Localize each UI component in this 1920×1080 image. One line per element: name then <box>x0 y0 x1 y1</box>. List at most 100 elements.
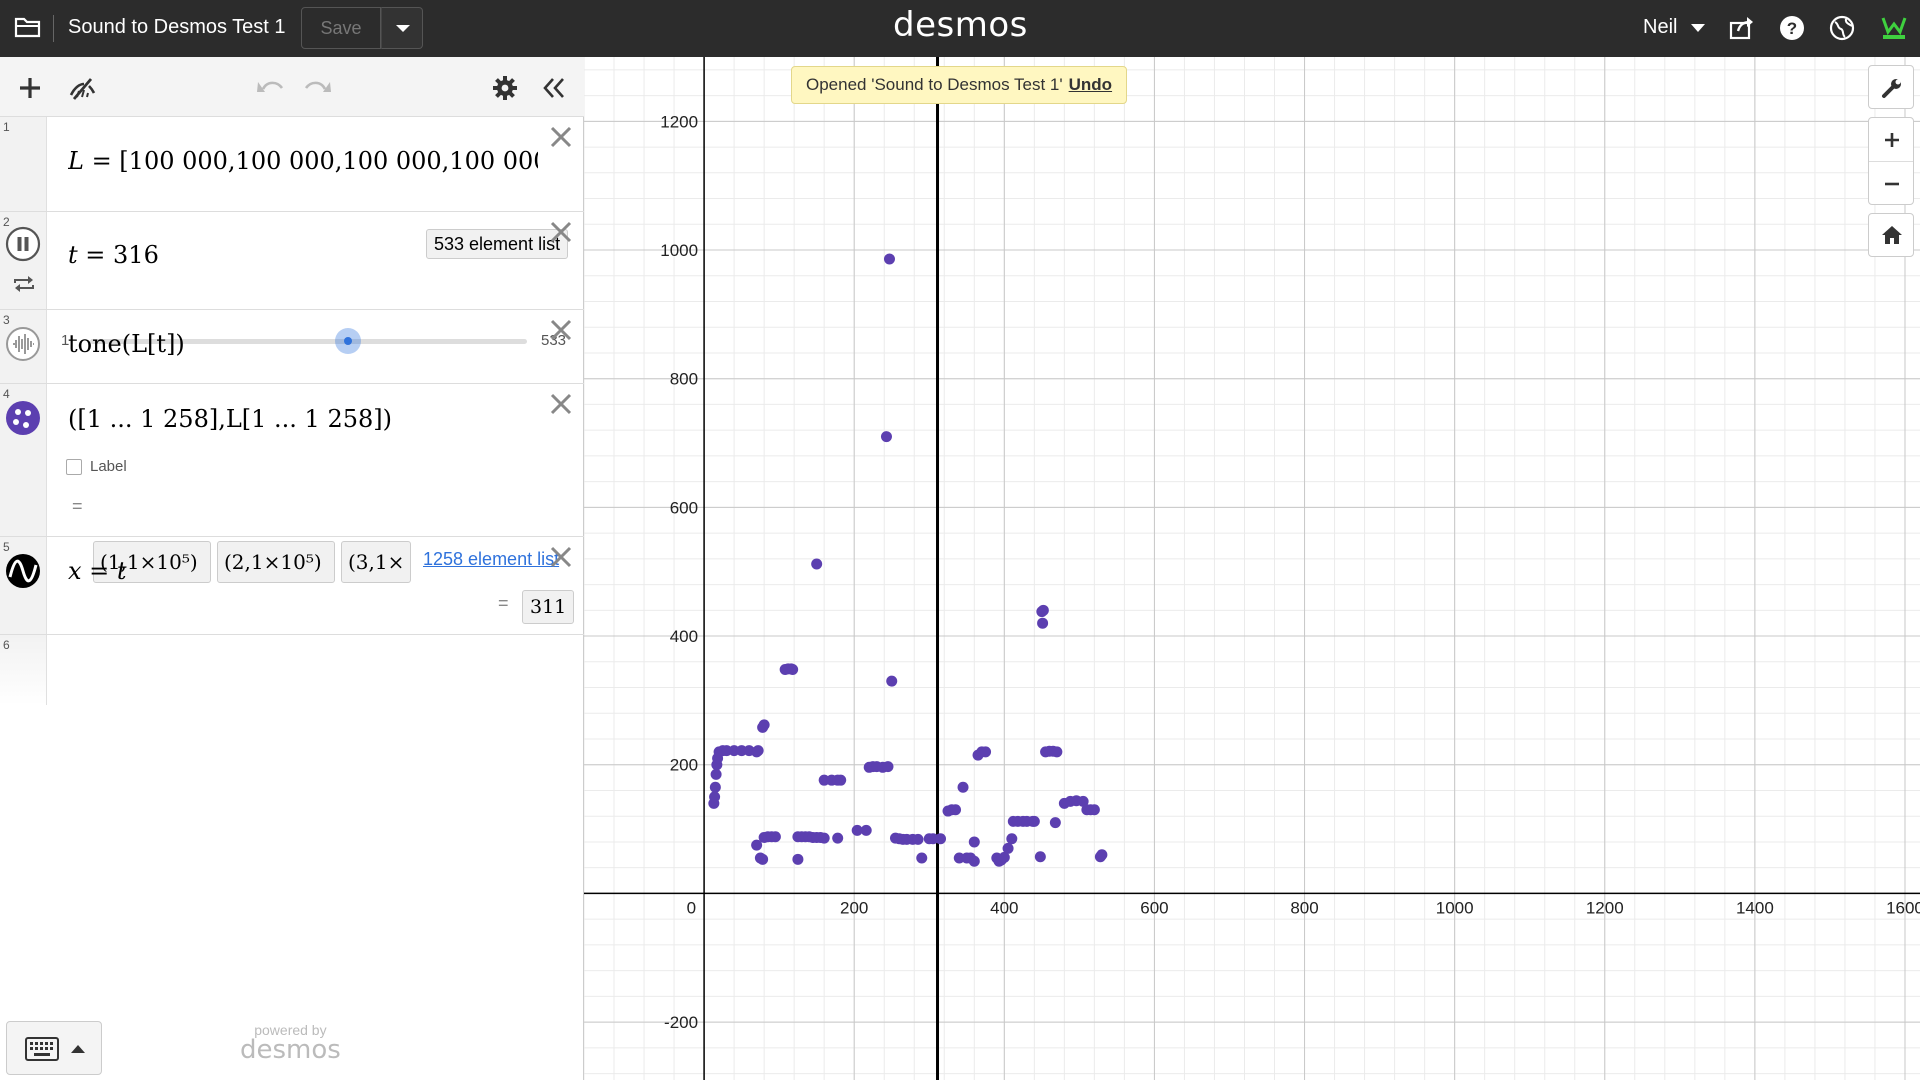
data-point <box>1096 849 1108 861</box>
graph-settings-button[interactable] <box>1868 65 1914 109</box>
expression-gutter: 3 <box>0 310 47 383</box>
expression-toolbar <box>0 57 584 117</box>
pause-icon[interactable] <box>5 226 41 262</box>
close-icon[interactable] <box>547 390 575 418</box>
close-icon[interactable] <box>547 218 575 246</box>
help-icon[interactable]: ? <box>1778 14 1806 42</box>
undo-icon[interactable] <box>255 73 285 103</box>
line-style-icon[interactable] <box>5 553 41 589</box>
list-item[interactable]: (1,1×10⁵) <box>93 541 211 583</box>
graph-canvas[interactable]: 0 200 400 600 800 1000 1200 1400 1600 1200 1000 800… <box>584 57 1920 1080</box>
redo-icon[interactable] <box>303 73 333 103</box>
folder-icon[interactable] <box>14 14 42 40</box>
element-list-link[interactable]: 1258 element list <box>423 549 560 569</box>
home-button[interactable] <box>1868 213 1914 257</box>
add-icon[interactable] <box>15 73 45 103</box>
x-tick-label: 400 <box>990 898 1018 917</box>
graph-title[interactable]: Sound to Desmos Test 1 <box>68 16 286 38</box>
keyboard-toggle-button[interactable] <box>6 1021 102 1075</box>
expression-number: 1 <box>3 120 10 134</box>
x-tick-label: 600 <box>1140 898 1168 917</box>
keyboard-icon <box>25 1037 59 1061</box>
expression-panel: 1 L = [100 000,100 000,100 000,100 000,1… <box>0 57 584 1080</box>
zoom-out-icon[interactable] <box>1882 174 1902 194</box>
close-icon[interactable] <box>547 123 575 151</box>
expression-gutter: 1 <box>0 117 47 211</box>
slider-min[interactable]: 1 <box>61 332 70 349</box>
list-item[interactable]: (3,1× <box>341 541 411 583</box>
data-point <box>1088 804 1100 816</box>
data-point <box>916 852 928 864</box>
data-point <box>752 745 764 757</box>
expression-row-3[interactable]: 3 tone(L[t]) <box>0 310 584 384</box>
data-point <box>757 853 769 865</box>
data-point <box>787 664 799 676</box>
data-point <box>998 851 1010 863</box>
zoom-divider <box>1869 161 1913 162</box>
data-point <box>935 833 947 845</box>
y-tick-label: 1200 <box>660 112 698 131</box>
data-point <box>758 719 770 731</box>
data-point <box>1028 815 1040 827</box>
y-tick-label: 400 <box>670 627 698 646</box>
powered-by-logo: desmos <box>240 1035 341 1065</box>
toast-message: Opened 'Sound to Desmos Test 1' <box>806 75 1063 94</box>
home-icon <box>1882 226 1902 244</box>
data-point <box>835 774 847 786</box>
slider-track[interactable] <box>90 339 527 344</box>
data-point <box>860 824 872 836</box>
expression-row-4[interactable]: 4 ([1 ... 1 258],L[1 ... 1 258]) Label =… <box>0 384 584 583</box>
math-variable: t <box>68 241 78 269</box>
undo-link[interactable]: Undo <box>1068 75 1113 94</box>
powered-by-text: powered by <box>254 1022 327 1038</box>
list-item[interactable]: (2,1×10⁵) <box>217 541 335 583</box>
x-tick-label: 200 <box>840 898 868 917</box>
share-icon[interactable] <box>1728 14 1756 42</box>
slider-thumb[interactable] <box>333 326 363 356</box>
x-tick-label: 800 <box>1290 898 1318 917</box>
powered-by-desmos: powered by desmos <box>240 1023 341 1063</box>
data-point <box>709 781 721 793</box>
settings-icon[interactable] <box>490 73 520 103</box>
expression-row-5[interactable]: 5 x = t = 311 <box>0 537 584 635</box>
loop-icon[interactable] <box>12 274 36 294</box>
sound-icon[interactable] <box>5 326 41 362</box>
save-dropdown-button[interactable] <box>381 7 423 49</box>
collapse-icon[interactable] <box>539 73 569 103</box>
save-button[interactable]: Save <box>301 7 381 49</box>
math-list: = [100 000,100 000,100 000,100 000,100 0… <box>91 147 538 175</box>
close-icon[interactable] <box>547 316 575 344</box>
line-expression[interactable]: x = t <box>68 557 127 585</box>
zoom-in-icon[interactable] <box>1882 130 1902 150</box>
data-point <box>1077 795 1089 807</box>
expression-row-2[interactable]: 2 t = 316 1 533 <box>0 212 584 354</box>
account-icon[interactable] <box>1880 14 1908 42</box>
data-point <box>1051 746 1063 758</box>
data-point <box>882 761 894 773</box>
expression-number: 2 <box>3 215 10 229</box>
list-item-text: (2,1×10⁵) <box>224 550 322 574</box>
data-point <box>980 746 992 758</box>
expression-row-6[interactable]: 6 <box>0 635 584 705</box>
data-point <box>710 768 722 780</box>
slider-max[interactable]: 533 <box>541 332 567 349</box>
globe-icon[interactable] <box>1828 14 1856 42</box>
expression-math[interactable]: L = [100 000,100 000,100 000,100 000,100… <box>68 147 538 175</box>
hide-icon[interactable] <box>67 73 97 103</box>
label-checkbox[interactable] <box>66 459 82 475</box>
tone-expression[interactable]: tone(L[t]) <box>68 330 185 358</box>
user-caret-icon[interactable] <box>1690 23 1706 33</box>
points-expression[interactable]: ([1 ... 1 258],L[1 ... 1 258]) <box>68 405 392 433</box>
slider-expression[interactable]: t = 316 <box>68 241 159 269</box>
x-tick-label: 1000 <box>1436 898 1474 917</box>
y-tick-label: 600 <box>670 498 698 517</box>
graph-paper[interactable]: 0 200 400 600 800 1000 1200 1400 1600 1200 1000 800… <box>584 57 1920 1080</box>
data-point <box>751 839 763 851</box>
user-menu[interactable]: Neil <box>1643 16 1678 38</box>
data-point <box>1037 604 1049 616</box>
point-style-icon[interactable] <box>5 400 41 436</box>
close-icon[interactable] <box>547 543 575 571</box>
data-point <box>1034 851 1046 863</box>
expression-row-1[interactable]: 1 L = [100 000,100 000,100 000,100 000,1… <box>0 117 584 259</box>
data-point <box>832 832 844 844</box>
